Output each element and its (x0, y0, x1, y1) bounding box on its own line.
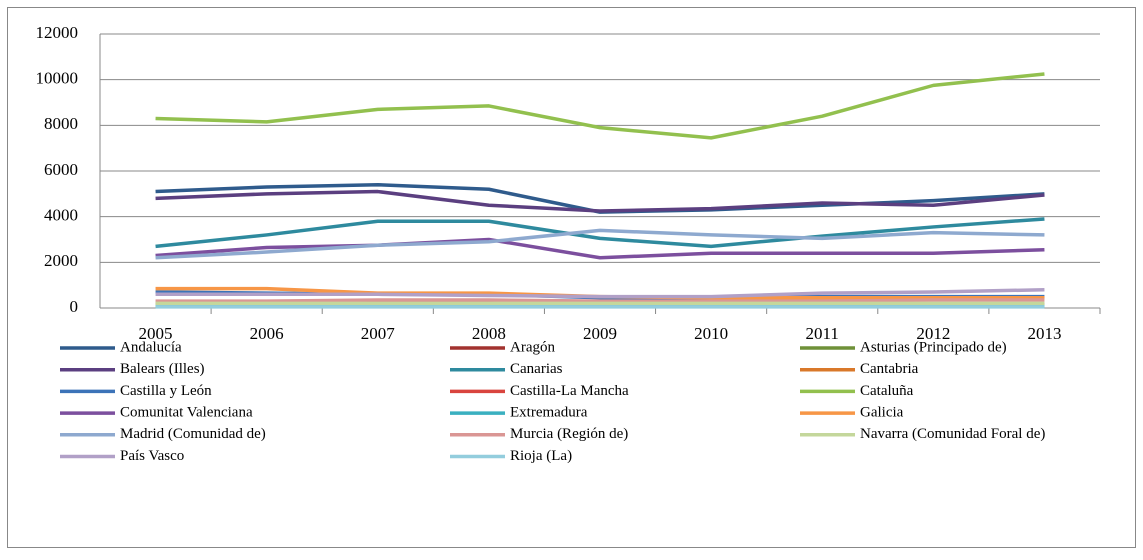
x-tick-label: 2011 (806, 324, 839, 343)
legend-label: Rioja (La) (510, 448, 572, 464)
legend-label: Murcia (Región de) (510, 426, 628, 442)
series-line (156, 300, 1045, 301)
legend-label: Navarra (Comunidad Foral de) (860, 426, 1045, 442)
y-tick-label: 2000 (44, 251, 78, 270)
legend-label: Castilla-La Mancha (510, 383, 629, 399)
x-tick-label: 2008 (472, 324, 506, 343)
y-tick-label: 12000 (36, 23, 79, 42)
x-tick-label: 2013 (1027, 324, 1061, 343)
x-tick-label: 2009 (583, 324, 617, 343)
legend-label: Galicia (860, 405, 904, 421)
legend-label: Comunitat Valenciana (120, 405, 253, 421)
x-tick-label: 2006 (250, 324, 284, 343)
legend-label: Cantabria (860, 361, 919, 377)
legend-label: Andalucía (120, 339, 182, 355)
x-tick-label: 2010 (694, 324, 728, 343)
y-tick-label: 6000 (44, 160, 78, 179)
legend-label: Asturias (Principado de) (860, 339, 1007, 355)
y-tick-label: 8000 (44, 114, 78, 133)
legend-label: Aragón (510, 339, 555, 355)
legend-label: Balears (Illes) (120, 361, 205, 377)
y-tick-label: 0 (70, 297, 79, 316)
y-tick-label: 4000 (44, 206, 78, 225)
legend-label: Cataluña (860, 383, 914, 399)
y-tick-label: 10000 (36, 69, 79, 88)
legend-label: País Vasco (120, 448, 184, 464)
legend-label: Extremadura (510, 405, 588, 421)
chart-border (8, 8, 1136, 548)
legend-label: Canarias (510, 361, 563, 377)
legend-label: Madrid (Comunidad de) (120, 426, 266, 442)
x-tick-label: 2007 (361, 324, 396, 343)
legend-label: Castilla y León (120, 383, 212, 399)
